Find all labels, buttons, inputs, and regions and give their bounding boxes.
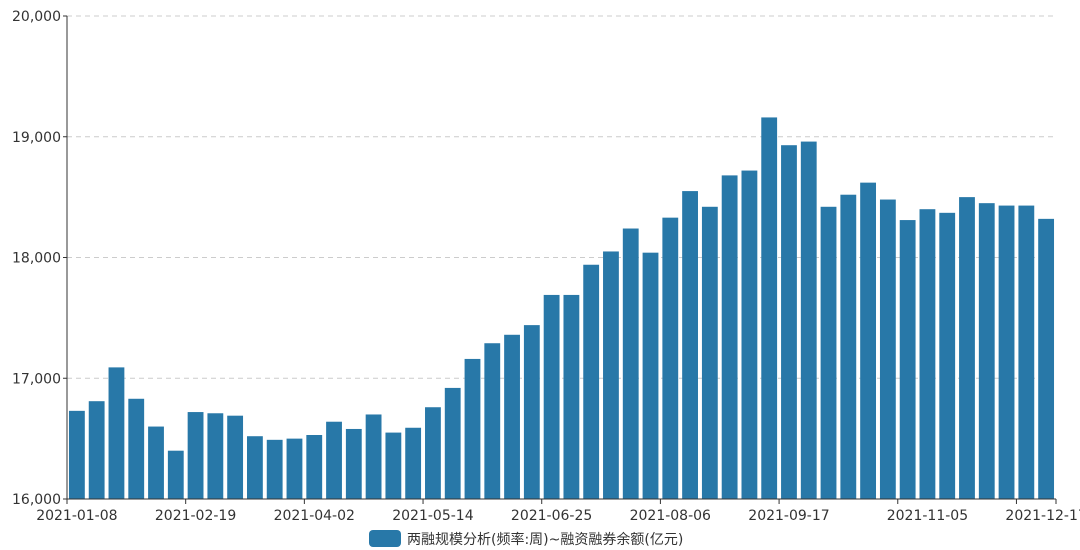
y-tick-labels: 16,000 17,000 18,000 19,000 20,000 (12, 9, 61, 508)
bar[interactable] (484, 343, 501, 499)
bar[interactable] (662, 217, 679, 499)
y-tick-label: 20,000 (12, 9, 61, 25)
bar[interactable] (464, 358, 481, 499)
bar[interactable] (741, 170, 758, 499)
bars (68, 117, 1055, 500)
bar[interactable] (800, 141, 817, 499)
bar[interactable] (1018, 205, 1035, 499)
bar[interactable] (207, 413, 224, 499)
bar[interactable] (385, 432, 402, 499)
x-tick-label: 2021-02-19 (155, 508, 236, 524)
bar[interactable] (840, 194, 857, 499)
x-tick-label: 2021-06-25 (511, 508, 592, 524)
x-tick-labels: 2021-01-08 2021-02-19 2021-04-02 2021-05-14… (36, 499, 1080, 524)
bar[interactable] (227, 415, 244, 499)
bar[interactable] (563, 294, 580, 499)
bar[interactable] (326, 421, 342, 499)
bar[interactable] (246, 436, 263, 499)
bar[interactable] (959, 197, 975, 499)
x-tick-label: 2021-12-17 (1005, 508, 1080, 524)
bar[interactable] (128, 398, 145, 499)
bar[interactable] (523, 325, 540, 499)
bar[interactable] (820, 206, 837, 499)
bar[interactable] (444, 387, 461, 499)
bar[interactable] (68, 410, 85, 499)
bar[interactable] (682, 191, 698, 499)
bar[interactable] (860, 182, 877, 499)
bar[interactable] (879, 199, 896, 500)
x-tick-label: 2021-09-17 (748, 508, 829, 524)
bar[interactable] (978, 203, 995, 499)
bar[interactable] (167, 450, 184, 499)
bar[interactable] (405, 427, 422, 499)
axes (66, 16, 1056, 500)
bar[interactable] (543, 294, 560, 499)
bar[interactable] (425, 407, 441, 499)
x-tick-label: 2021-11-05 (887, 508, 968, 524)
x-tick-label: 2021-08-06 (630, 508, 711, 524)
bar[interactable] (306, 435, 323, 499)
bar[interactable] (642, 252, 659, 499)
legend-label[interactable]: 两融规模分析(频率:周)~融资融券余额(亿元) (407, 531, 683, 548)
y-tick-label: 16,000 (12, 492, 61, 508)
bar[interactable] (622, 228, 639, 499)
y-tick-label: 17,000 (12, 371, 61, 387)
legend-swatch[interactable] (369, 530, 401, 547)
bar[interactable] (939, 212, 956, 499)
bar[interactable] (504, 334, 520, 499)
bar[interactable] (781, 145, 797, 499)
bar[interactable] (187, 412, 204, 499)
bar[interactable] (721, 175, 738, 499)
bar[interactable] (998, 205, 1015, 499)
bar[interactable] (148, 426, 164, 499)
y-tick-label: 19,000 (12, 130, 61, 146)
bar[interactable] (88, 401, 105, 499)
bar[interactable] (286, 438, 303, 499)
y-tick-label: 18,000 (12, 251, 61, 267)
x-tick-label: 2021-01-08 (36, 508, 117, 524)
bar[interactable] (365, 414, 382, 499)
legend[interactable]: 两融规模分析(频率:周)~融资融券余额(亿元) (369, 530, 683, 548)
bar[interactable] (583, 264, 600, 499)
grid-lines (63, 15, 1056, 500)
bar[interactable] (701, 206, 718, 499)
bar[interactable] (761, 117, 778, 500)
bar[interactable] (266, 439, 283, 499)
bar[interactable] (108, 367, 125, 499)
x-tick-label: 2021-05-14 (392, 508, 473, 524)
bar[interactable] (345, 428, 362, 499)
bar[interactable] (899, 220, 916, 499)
bar[interactable] (1038, 218, 1055, 500)
bar[interactable] (603, 251, 619, 499)
bar[interactable] (919, 209, 936, 499)
x-tick-label: 2021-04-02 (274, 508, 355, 524)
